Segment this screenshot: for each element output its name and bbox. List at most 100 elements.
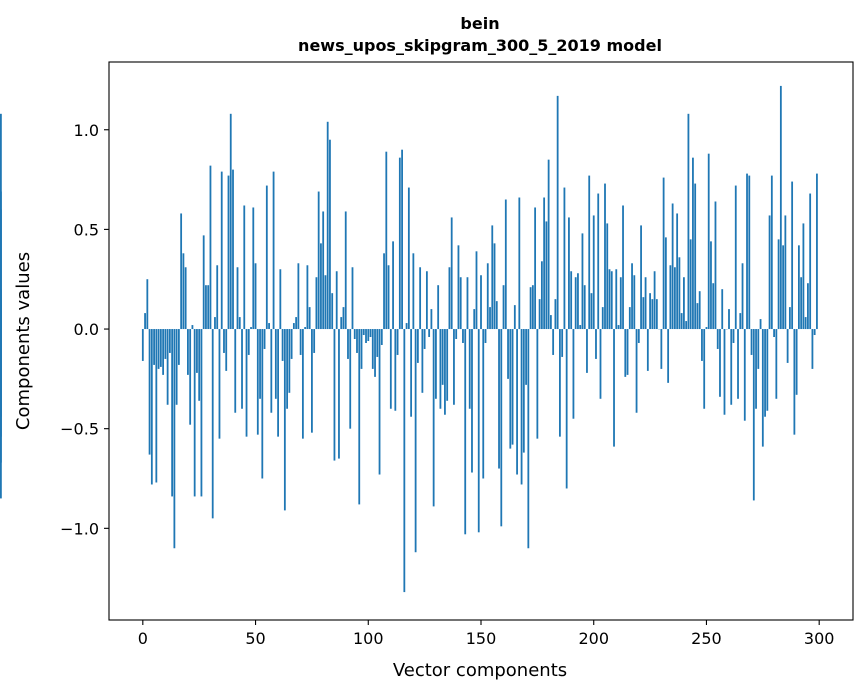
bar-92: [349, 329, 352, 429]
bar-203: [599, 329, 602, 399]
bar-111: [392, 241, 394, 330]
bar-288: [791, 181, 794, 330]
bar-149: [477, 329, 480, 533]
bar-136: [448, 267, 451, 330]
bar-257: [721, 289, 724, 330]
bar-261: [730, 329, 733, 405]
bar-1: [144, 313, 146, 330]
bar-211: [617, 325, 620, 330]
bar-80: [322, 211, 325, 330]
bar-196: [583, 285, 586, 330]
bar-26: [200, 329, 203, 497]
bar-105: [378, 329, 381, 475]
bar-120: [412, 253, 415, 330]
bar-280: [773, 329, 775, 338]
bar-69: [297, 263, 300, 330]
bar-157: [495, 301, 498, 330]
bar-129: [432, 329, 435, 507]
bar-227: [653, 271, 656, 330]
bar-151: [482, 329, 485, 479]
bar-161: [504, 199, 507, 330]
bar-141: [459, 277, 462, 330]
bar-291: [797, 245, 800, 330]
bar-207: [608, 269, 611, 330]
bar-36: [223, 329, 225, 353]
bar-15: [175, 329, 178, 405]
bar-218: [633, 275, 636, 330]
chart-title-line-1: bein: [460, 14, 499, 33]
bar-192: [574, 277, 577, 330]
bar-46: [245, 329, 248, 437]
bar-12: [168, 329, 171, 353]
bar-198: [588, 175, 591, 330]
bar-283: [779, 85, 782, 330]
x-tick-label: 50: [245, 629, 265, 648]
bar-66: [290, 329, 293, 359]
bar-138: [453, 329, 455, 405]
bar-0: [141, 329, 144, 361]
bar-159: [500, 329, 503, 527]
x-tick-label: 150: [466, 629, 497, 648]
bar-273: [757, 329, 760, 369]
bar-206: [606, 223, 609, 330]
bar-102: [371, 329, 374, 369]
bar-90: [344, 211, 347, 330]
bar-133: [441, 329, 444, 385]
bar-194: [579, 325, 582, 330]
bar-72: [304, 327, 307, 330]
bar-193: [577, 273, 579, 330]
bar-50: [254, 263, 257, 330]
bar-37: [225, 329, 228, 371]
bar-208: [610, 271, 613, 330]
bar-171: [527, 329, 530, 549]
bar-230: [660, 329, 663, 369]
bar-45: [243, 205, 246, 330]
bar-292: [800, 277, 803, 330]
bar-269: [748, 175, 751, 330]
bar-3: [148, 329, 151, 455]
bar-234: [669, 265, 672, 330]
bar-212: [619, 277, 622, 330]
bar-130: [435, 329, 437, 399]
bar-297: [811, 329, 814, 369]
bar-79: [320, 243, 322, 330]
bar-23: [193, 329, 196, 497]
bar-27: [202, 235, 205, 330]
bar-242: [687, 113, 690, 330]
bar-165: [513, 305, 516, 330]
bar-178: [543, 197, 546, 330]
bar-128: [430, 309, 433, 330]
bar-147: [473, 309, 476, 330]
bar-108: [385, 151, 388, 330]
bar-256: [719, 329, 721, 397]
bar-84: [331, 293, 334, 330]
bar-289: [793, 329, 796, 435]
bar-89: [342, 307, 345, 330]
bar-248: [701, 329, 703, 361]
bar-100: [367, 329, 370, 341]
x-tick-label: 100: [353, 629, 384, 648]
bar-274: [759, 319, 762, 330]
bar-238: [678, 257, 681, 330]
bar-13: [171, 329, 174, 497]
bar-172: [529, 287, 532, 330]
bar-185: [559, 329, 561, 437]
bar-233: [667, 329, 670, 383]
bar-125: [423, 329, 426, 349]
bar-287: [788, 307, 791, 330]
bar-34: [218, 329, 221, 439]
bar-240: [683, 277, 685, 330]
bar-39: [229, 113, 232, 330]
bar-51: [256, 329, 259, 435]
bar-232: [664, 237, 667, 330]
bar-83: [329, 139, 331, 330]
bar-215: [626, 329, 629, 375]
bar-22: [191, 325, 194, 330]
x-axis-ticks: 0 50 100 150 200 250 300: [138, 620, 834, 648]
bar-188: [565, 329, 568, 489]
bar-97: [360, 329, 363, 369]
bar-60: [277, 329, 279, 437]
bar-96: [358, 329, 361, 505]
bar-266: [741, 263, 744, 330]
